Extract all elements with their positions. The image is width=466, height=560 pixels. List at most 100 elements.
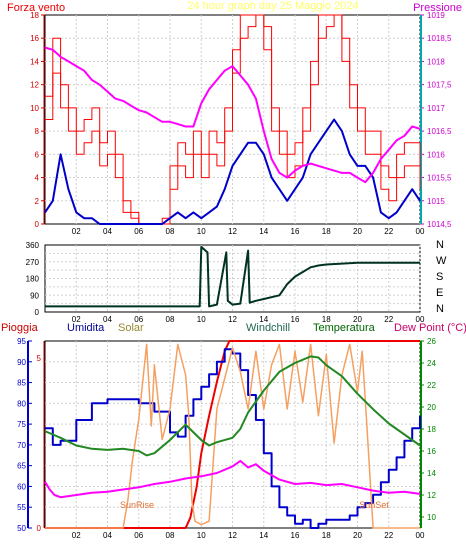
x-tick-label: 10 [197, 531, 206, 540]
temperature-y-tick-label: 26 [427, 337, 436, 346]
x-tick-label: 22 [384, 227, 393, 236]
x-tick-label: 16 [291, 531, 300, 540]
pressure-y-tick-label: 1018 [427, 57, 445, 66]
x-tick-label: 22 [384, 531, 393, 540]
humidity-y-tick-label: 75 [17, 420, 26, 429]
wind-y-tick-label: 4 [35, 174, 40, 183]
x-tick-label: 04 [103, 315, 112, 324]
pressure-axis-title: Pressione [413, 2, 462, 14]
pressure-y-tick-label: 1017,5 [427, 81, 452, 90]
pressure-y-tick-label: 1017 [427, 104, 445, 113]
x-tick-label: 00 [416, 531, 425, 540]
compass-label: N [436, 239, 444, 251]
pressure-y-tick-label: 1015,5 [427, 174, 452, 183]
humidity-y-tick-label: 65 [17, 462, 26, 471]
humidity-y-tick-label: 60 [17, 482, 26, 491]
x-tick-label: 14 [259, 315, 268, 324]
direction-y-tick-label: 360 [26, 241, 40, 250]
humidity-y-tick-label: 95 [17, 337, 26, 346]
series-umidita [45, 348, 421, 529]
series-pioggia [45, 340, 420, 529]
compass-label: E [436, 287, 443, 299]
temperature-y-tick-label: 18 [427, 425, 436, 434]
pressure-y-tick-label: 1018,5 [427, 34, 452, 43]
x-tick-label: 20 [353, 531, 362, 540]
x-tick-label: 10 [197, 315, 206, 324]
weather-plot-area: 02 04 06 08 10 12 14 16 18 20 22 005055606570758085… [17, 337, 436, 540]
x-tick-label: 08 [166, 531, 175, 540]
x-tick-label: 00 [416, 315, 425, 324]
wind-y-tick-label: 12 [30, 81, 39, 90]
legend-humidity: Umidita [67, 322, 105, 334]
x-tick-label: 20 [353, 227, 362, 236]
x-tick-label: 16 [291, 227, 300, 236]
sunrise-label: SunRise [120, 500, 154, 510]
humidity-y-tick-label: 85 [17, 379, 26, 388]
compass-label: S [436, 271, 443, 283]
x-tick-label: 14 [259, 227, 268, 236]
legend-windchill: Windchill [246, 322, 290, 334]
temperature-y-tick-label: 22 [427, 381, 436, 390]
compass-label: W [436, 255, 447, 267]
x-tick-label: 18 [322, 315, 331, 324]
x-tick-label: 06 [134, 227, 143, 236]
wind-y-tick-label: 14 [30, 57, 39, 66]
x-tick-label: 16 [291, 315, 300, 324]
x-tick-label: 12 [228, 227, 237, 236]
wind-y-tick-label: 10 [30, 104, 39, 113]
x-tick-label: 06 [134, 531, 143, 540]
x-tick-label: 20 [353, 315, 362, 324]
pressure-y-tick-label: 1014,5 [427, 220, 452, 229]
wind-axis-title: Forza vento [7, 2, 65, 14]
direction-y-tick-label: 180 [26, 275, 40, 284]
temperature-y-tick-label: 16 [427, 447, 436, 456]
x-tick-label: 02 [72, 531, 81, 540]
x-tick-label: 00 [416, 227, 425, 236]
direction-y-tick-label: 0 [35, 308, 40, 317]
x-tick-label: 04 [103, 227, 112, 236]
direction-y-tick-label: 270 [26, 258, 40, 267]
wind-y-tick-label: 6 [35, 150, 40, 159]
sun-annotations: SunRise SunSet [120, 500, 389, 510]
wind-y-tick-label: 16 [30, 34, 39, 43]
sunset-label: SunSet [359, 500, 389, 510]
series-forza-vento [45, 14, 421, 225]
humidity-y-tick-label: 70 [17, 441, 26, 450]
x-tick-label: 10 [197, 227, 206, 236]
wind-y-tick-label: 18 [30, 11, 39, 20]
x-tick-label: 02 [72, 227, 81, 236]
legend-dew-point: Dew Point (°C) [394, 322, 466, 334]
series-pressione [44, 46, 421, 184]
x-tick-label: 18 [322, 531, 331, 540]
x-tick-label: 18 [322, 227, 331, 236]
legend-temperature: Temperatura [313, 322, 376, 334]
temperature-y-tick-label: 20 [427, 403, 436, 412]
rain-y-tick-label: 0 [37, 524, 42, 533]
x-tick-label: 08 [166, 227, 175, 236]
pressure-y-tick-label: 1016 [427, 150, 445, 159]
pressure-y-tick-label: 1015 [427, 197, 445, 206]
humidity-y-tick-label: 50 [17, 524, 26, 533]
legend-solar: Solar [118, 322, 144, 334]
direction-y-tick-label: 90 [30, 291, 39, 300]
x-tick-label: 08 [166, 315, 175, 324]
pressure-y-tick-label: 1016,5 [427, 127, 452, 136]
x-tick-label: 22 [384, 315, 393, 324]
series-temperatura [44, 355, 421, 457]
temperature-y-tick-label: 12 [427, 491, 436, 500]
x-tick-label: 04 [103, 531, 112, 540]
x-tick-label: 06 [134, 315, 143, 324]
series-wind-direction [45, 245, 420, 308]
wind-y-tick-label: 8 [35, 127, 40, 136]
legend-rain: Pioggia [1, 322, 39, 334]
x-tick-label: 12 [228, 531, 237, 540]
series-dew-point [44, 459, 421, 499]
humidity-y-tick-label: 80 [17, 399, 26, 408]
x-tick-label: 02 [72, 315, 81, 324]
pressure-y-tick-label: 1019 [427, 11, 445, 20]
graph-title: 24 hour graph day 25 Maggio 2024 [187, 0, 358, 12]
series-solar [45, 343, 420, 529]
temperature-y-tick-label: 14 [427, 469, 436, 478]
